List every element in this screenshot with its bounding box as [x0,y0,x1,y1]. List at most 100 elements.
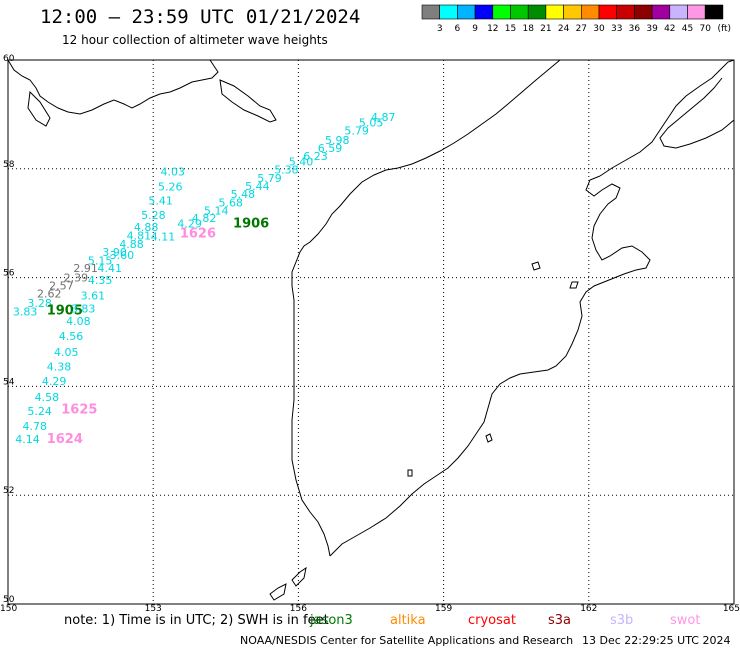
colorbar-tick-label: 18 [522,24,534,34]
colorbar-tick-label: 21 [540,24,551,34]
wave-height-label: 4.81 [127,230,152,243]
kuril-island-2 [269,583,287,601]
northwest-inlet [27,90,51,127]
wave-height-label: 3.61 [81,289,106,302]
lat-tick-label: 50 [3,595,15,605]
lat-lon-grid [8,60,734,604]
lon-tick-label: 159 [435,604,452,614]
colorbar-tick-label: 15 [505,24,516,34]
colorbar-tick-label: 36 [629,24,641,34]
wave-height-labels: 4.875.055.795.986.596.235.405.385.795.44… [13,111,396,447]
colorbar-tick-label: 33 [611,24,622,34]
north-peninsula [219,79,277,123]
small-island-3 [485,433,493,443]
colorbar-swatch [704,4,724,20]
northwest-coast [7,59,219,115]
wave-height-label: 3.28 [27,297,52,310]
pass-time-label: 1626 [180,226,216,241]
footer-note: note: 1) Time is in UTC; 2) SWH is in fe… [64,613,329,628]
map-title: 12:00 — 23:59 UTC 01/21/2024 [40,6,361,28]
lon-tick-label: 156 [290,604,307,614]
wave-height-label: 6.23 [303,150,328,163]
wave-height-label: 5.48 [231,188,256,201]
wave-height-label: 5.28 [141,209,166,222]
pass-time-label: 1906 [233,217,269,232]
wave-height-label: 5.41 [148,195,173,208]
wave-height-label: 5.98 [325,134,350,147]
wave-height-label: 4.29 [177,218,202,231]
wave-height-label: 3.83 [71,302,96,315]
colorbar-tick-label: 12 [487,24,498,34]
wave-height-label: 4.88 [134,221,159,234]
wave-height-label: 5.15 [88,255,113,268]
lon-tick-label: 162 [580,604,597,614]
pass-time-label: 1905 [47,304,83,319]
lat-tick-label: 56 [3,269,15,279]
wave-height-label: 3.83 [13,306,38,319]
lat-tick-label: 58 [3,160,15,170]
wave-height-label: 5.38 [274,164,299,177]
wave-height-label: 5.40 [289,156,314,169]
satellite-label-s3b: s3b [610,613,634,628]
colorbar-tick-label: 27 [576,24,587,34]
wave-height-label: 4.58 [35,391,60,404]
wave-height-label: 4.05 [54,346,78,359]
wave-height-label: 2.62 [37,288,62,301]
small-island-2 [569,281,579,289]
colorbar-tick-label: 39 [646,24,658,34]
wave-height-label: 2.39 [64,271,89,284]
wave-height-label: 4.03 [160,165,185,178]
lat-tick-label: 52 [3,486,14,496]
wave-height-label: 4.08 [66,315,91,328]
wave-height-label: 5.68 [219,196,244,209]
lon-tick-label: 165 [723,604,740,614]
satellite-label-altika: altika [390,613,426,628]
wave-height-label: 4.38 [47,361,72,374]
lat-tick-label: 54 [3,377,15,387]
lat-tick-label: 60 [3,54,15,64]
wave-height-label: 4.41 [98,262,123,275]
wave-height-colorbar: 3 6 9 12 15 18 21 24 27 30 33 36 39 42 45 70 (ft) [421,4,731,34]
east-peninsula [659,60,735,149]
wave-height-label: 2.91 [73,262,98,275]
wave-height-label: 5.26 [158,181,183,194]
wave-height-label: 3.60 [110,249,135,262]
wave-height-label: 4.82 [192,212,217,225]
wave-height-label: 4.11 [151,231,176,244]
footer-timestamp: 13 Dec 22:29:25 UTC 2024 [582,634,731,647]
wave-height-label: 4.87 [371,111,396,124]
satellite-label-jason3: jason3 [310,613,353,628]
map-frame [7,59,735,605]
kamchatka-south-tip [329,175,651,557]
wave-height-label: 3.90 [102,246,127,259]
satellite-label-swot: swot [670,613,701,628]
kuril-island-1 [291,566,307,587]
colorbar-unit: (ft) [717,24,731,34]
wave-height-label: 4.29 [42,375,67,388]
colorbar-tick-label: 6 [455,24,461,34]
small-island-4 [407,469,413,477]
satellite-label-cryosat: cryosat [468,613,516,628]
wave-height-label: 4.35 [88,274,113,287]
pass-time-label: 1625 [61,403,97,418]
wave-height-label: 4.78 [23,420,48,433]
coastline [7,59,735,601]
wave-height-label: 6.59 [318,142,343,155]
axis-tick-labels: 150 153 156 159 162 165 60 58 56 54 52 50 [0,54,740,614]
wave-height-label: 5.24 [27,405,52,418]
kamchatka-east-coast [599,59,735,177]
pass-time-label: 1624 [47,432,83,447]
lon-tick-label: 153 [145,604,162,614]
wave-height-label: 4.14 [15,433,40,446]
wave-height-label: 4.88 [119,238,144,251]
small-island-1 [531,261,541,271]
colorbar-tick-label: 42 [664,24,675,34]
colorbar-tick-label: 9 [472,24,478,34]
wave-height-label: 5.44 [245,180,270,193]
colorbar-tick-label: 30 [593,24,605,34]
colorbar-tick-label: 3 [437,24,443,34]
colorbar-tick-label: 70 [699,24,711,34]
kamchatka-west-coast [291,59,561,557]
